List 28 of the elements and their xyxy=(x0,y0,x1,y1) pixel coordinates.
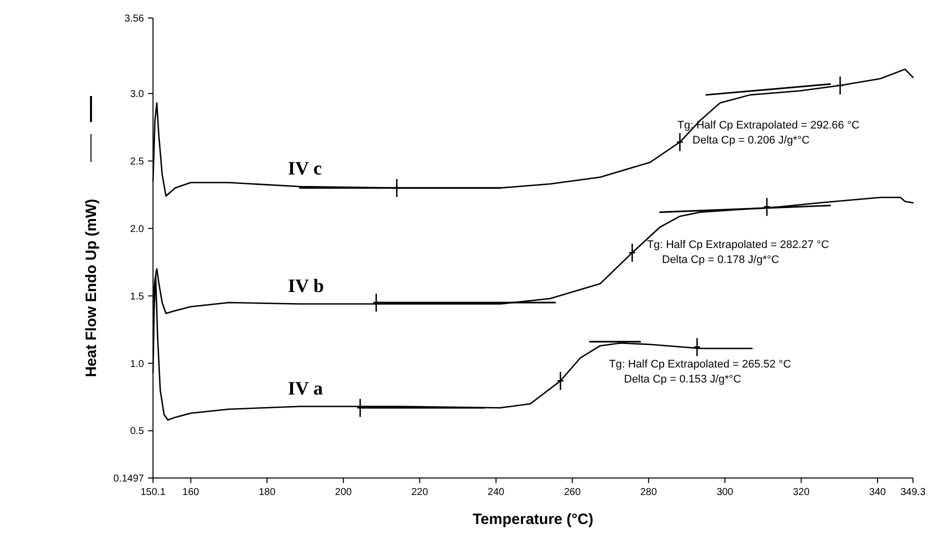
y-tick-label: 0.1497 xyxy=(113,474,144,484)
y-tick-label: 1.5 xyxy=(130,291,144,302)
x-tick-label: 340 xyxy=(869,487,886,498)
x-tick-label: 200 xyxy=(335,487,352,498)
y-tick-label: 2.5 xyxy=(130,156,144,168)
x-tick-label: 320 xyxy=(792,487,810,498)
x-tick-label: 160 xyxy=(182,487,200,498)
x-tick-label: 220 xyxy=(411,487,428,498)
y-tick-label: 2.0 xyxy=(130,224,144,235)
x-tick-label: 240 xyxy=(488,487,505,498)
y-tick-label: 3.0 xyxy=(130,89,144,100)
x-axis-title: Temperature (°C) xyxy=(472,511,594,528)
annotation: Tg: Half Cp Extrapolated = 292.66 °C Delta Cp = 0.206 J/g*°C xyxy=(677,119,860,146)
annotation: Tg: Half Cp Extrapolated = 282.27 °C Delta Cp = 0.178 J/g*°C xyxy=(647,239,830,266)
y-tick-label: 1.0 xyxy=(130,358,144,370)
x-tick-label: 180 xyxy=(258,487,276,498)
x-tick-label: 280 xyxy=(640,487,658,498)
y-tick-label: 0.5 xyxy=(130,426,144,438)
x-tick-label: 260 xyxy=(564,487,582,498)
annotation: Tg: Half Cp Extrapolated = 265.52 °C Delta Cp = 0.153 J/g*°C xyxy=(609,358,792,386)
series-label: IV a xyxy=(288,378,324,400)
y-tick-label: 3.56 xyxy=(124,14,144,24)
x-tick-label: 349.3 xyxy=(900,487,926,498)
x-tick-label: 300 xyxy=(716,487,734,498)
series-label: IV b xyxy=(288,276,324,297)
x-tick-label: 150.1 xyxy=(140,487,166,498)
series-label: IV c xyxy=(288,158,322,180)
y-axis-title: Heat Flow Endo Up (mW) xyxy=(83,198,100,378)
